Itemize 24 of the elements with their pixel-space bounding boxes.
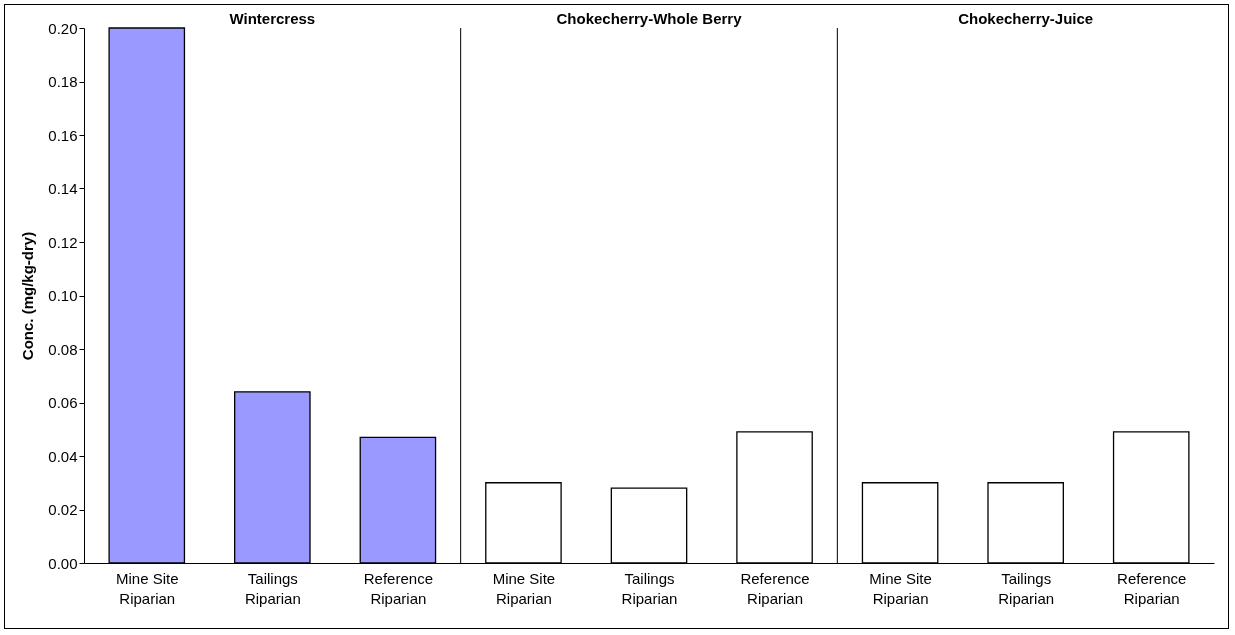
- text: Chokecherry-Whole Berry: [556, 10, 743, 27]
- y-tick-label: 0.06: [48, 394, 78, 411]
- y-tick-label: 0.02: [48, 501, 78, 518]
- x-tick-label: Tailings Riparian: [244, 569, 301, 607]
- text: Wintercress: [229, 10, 316, 27]
- y-tick-label: 0.10: [48, 287, 78, 304]
- x-tick-label: Reference Riparian: [740, 569, 810, 607]
- x-tick-label: Mine Site Riparian: [492, 569, 556, 607]
- x-tick-label: Reference Riparian: [363, 569, 433, 607]
- x-tick-label: Mine Site Riparian: [116, 569, 179, 607]
- y-tick-label: 0.08: [48, 340, 78, 358]
- text: Chokecherry-Juice: [958, 10, 1094, 27]
- y-tick-label: 0.14: [48, 180, 78, 197]
- y-tick-label: 0.04: [48, 447, 78, 465]
- y-tick-label: 0.12: [48, 233, 78, 251]
- x-tick-label: Tailings Riparian: [998, 569, 1055, 607]
- y-tick-label: 0.18: [48, 73, 78, 90]
- x-tick-label: Reference Riparian: [1117, 569, 1187, 607]
- x-tick-label: Tailings Riparian: [621, 569, 678, 607]
- x-tick-label: Mine Site Riparian: [869, 569, 932, 607]
- y-tick-label: 0.20: [48, 19, 78, 37]
- y-axis-title: Conc. (mg/kg-dry): [19, 231, 37, 361]
- y-tick-label: 0.16: [48, 126, 78, 144]
- y-tick-label: 0.00: [48, 554, 78, 572]
